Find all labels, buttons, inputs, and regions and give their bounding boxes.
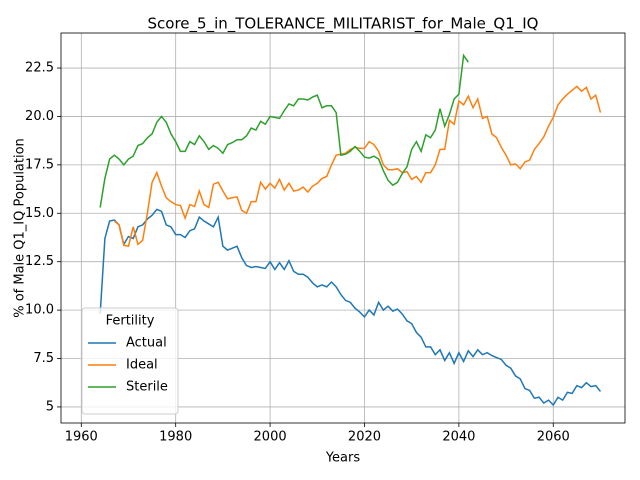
chart-title: Score_5_in_TOLERANCE_MILITARIST_for_Male… [148, 15, 539, 34]
y-axis-label: % of Male Q1_IQ Population [13, 138, 28, 318]
legend-title: Fertility [106, 314, 155, 329]
series-line [99, 53, 469, 208]
x-tick-label: 1960 [65, 430, 98, 445]
x-tick-label: 2040 [442, 430, 475, 445]
x-tick-label: 2020 [348, 430, 381, 445]
y-tick-label: 12.5 [25, 254, 54, 269]
legend-label: Sterile [126, 380, 168, 395]
x-tick-label: 2000 [254, 430, 287, 445]
y-tick-label: 17.5 [25, 157, 54, 172]
y-tick-label: 10.0 [25, 303, 54, 318]
y-tick-label: 15.0 [25, 206, 54, 221]
legend-label: Ideal [126, 358, 158, 373]
plot-frame [60, 32, 626, 424]
legend-label: Actual [126, 336, 167, 351]
y-tick-label: 5 [46, 399, 54, 414]
y-tick-label: 20.0 [25, 109, 54, 124]
x-axis-label: Years [325, 451, 361, 466]
x-tick-label: 2060 [537, 430, 570, 445]
y-tick-label: 22.5 [25, 61, 54, 76]
x-tick-label: 1980 [159, 430, 192, 445]
series-line [99, 208, 602, 407]
series-line [113, 85, 602, 248]
y-tick-label: 7.5 [33, 351, 54, 366]
